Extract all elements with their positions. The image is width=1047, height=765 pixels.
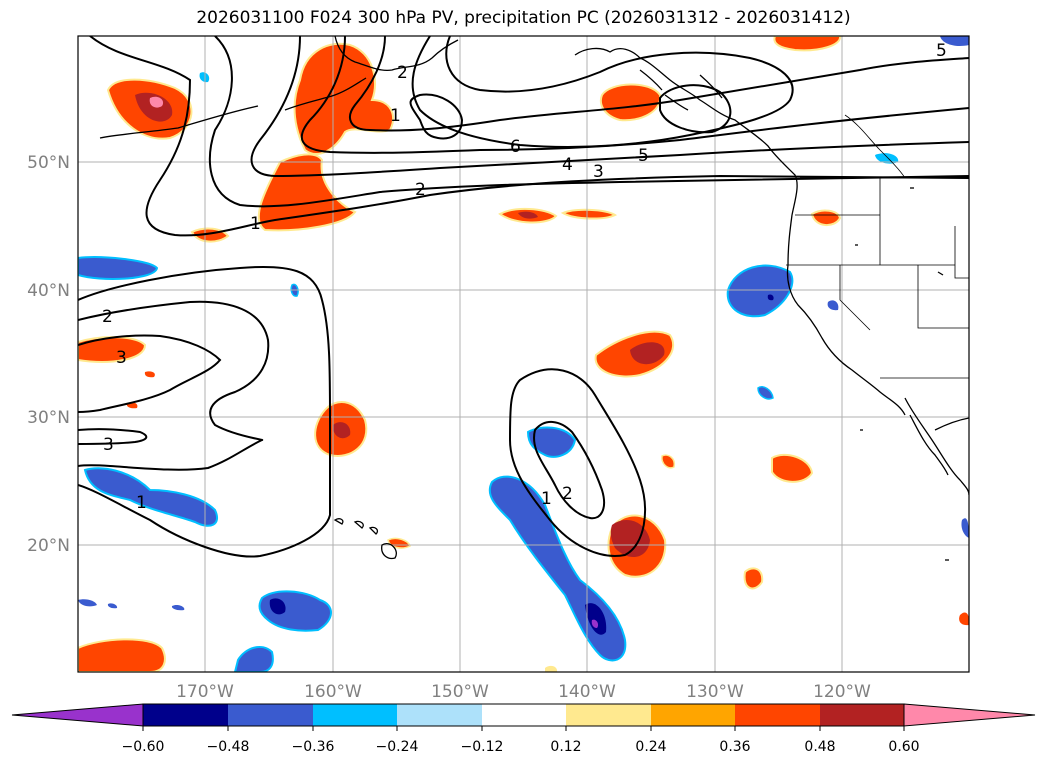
colorbar-tick-label: −0.60 [122,739,165,755]
colorbar-segment [651,704,735,726]
lat-label: 50°N [27,153,70,173]
colorbar-tick-label: 0.48 [804,739,835,755]
lat-label: 30°N [27,408,70,428]
colorbar-tick-label: 0.24 [635,739,666,755]
colorbar-segment [228,704,313,726]
pv-contours [78,36,969,558]
lon-label: 160°W [304,682,362,702]
lon-label: 170°W [176,682,234,702]
contour-label: 5 [936,41,947,61]
colorbar-tick-label: 0.60 [888,739,919,755]
colorbar-tick-label: 0.36 [719,739,750,755]
lat-label: 40°N [27,281,70,301]
contour-label: 1 [136,493,147,513]
colorbar-segment [482,704,566,726]
lon-label: 140°W [558,682,616,702]
coastlines [99,36,969,561]
contour-labels: 1 2 3 4 5 6 1 2 3 2 3 1 1 2 5 [102,41,947,513]
lon-label: 130°W [686,682,744,702]
colorbar-tick-label: 0.12 [550,739,581,755]
contour-label: 1 [250,214,261,234]
contour-label: 3 [116,348,127,368]
colorbar: −0.60 −0.48 −0.36 −0.24 −0.12 0.12 0.24 … [11,703,1036,755]
contour-label: 1 [541,489,552,509]
lon-label: 150°W [431,682,489,702]
colorbar-segment [735,704,820,726]
precip-negative-shading [78,36,969,672]
colorbar-segment [397,704,482,726]
contour-label: 6 [510,137,521,157]
colorbar-ticks [142,726,905,731]
map-area: 1 2 3 4 5 6 1 2 3 2 3 1 1 2 5 [78,36,969,672]
colorbar-extend-high [903,703,1036,727]
contour-label: 3 [593,162,604,182]
colorbar-segment [313,704,397,726]
contour-label: 2 [415,180,426,200]
contour-label: 4 [562,155,573,175]
contour-label: 2 [397,63,408,83]
colorbar-segment [143,704,228,726]
colorbar-segment [566,704,651,726]
lon-label: 120°W [813,682,871,702]
longitude-labels: 170°W 160°W 150°W 140°W 130°W 120°W [176,682,871,702]
contour-label: 2 [562,484,573,504]
contour-label: 3 [103,435,114,455]
lat-label: 20°N [27,536,70,556]
map-frame [77,35,970,673]
contour-label: 2 [102,307,113,327]
colorbar-tick-label: −0.24 [376,739,419,755]
contour-label: 5 [638,146,649,166]
colorbar-tick-label: −0.48 [207,739,250,755]
colorbar-frame [142,703,905,727]
contour-label: 1 [390,106,401,126]
colorbar-tick-label: −0.12 [461,739,504,755]
colorbar-tick-label: −0.36 [292,739,335,755]
gridlines [78,36,969,672]
map-title: 2026031100 F024 300 hPa PV, precipitatio… [196,8,851,28]
colorbar-extend-low [11,703,144,727]
colorbar-segment [820,704,904,726]
latitude-labels: 50°N 40°N 30°N 20°N [27,153,70,556]
